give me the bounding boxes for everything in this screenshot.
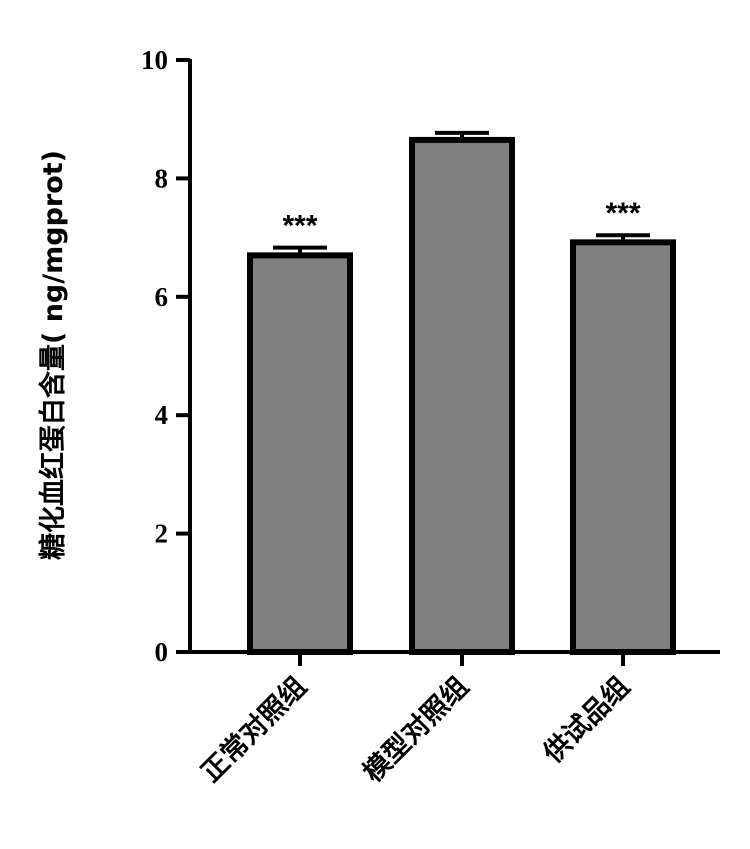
significance-label: *** (605, 197, 640, 230)
x-axis: 正常对照组 模型对照组 供试品组 (188, 650, 720, 788)
y-tick-label: 6 (155, 282, 169, 312)
y-axis: 0 2 4 6 8 10 (141, 45, 192, 667)
y-tick-label: 8 (155, 163, 169, 193)
bars: *** *** (247, 130, 676, 656)
y-tick-label: 0 (155, 637, 169, 667)
x-tick-label: 模型对照组 (357, 670, 475, 788)
significance-label: *** (282, 210, 317, 243)
x-tick-label: 供试品组 (536, 670, 636, 770)
y-tick-label: 2 (155, 519, 169, 549)
bar (409, 136, 515, 656)
y-axis-title: 糖化血红蛋白含量( ng/mgprot) (37, 150, 69, 560)
y-tick-label: 10 (141, 45, 168, 75)
bar (247, 252, 353, 656)
bar (570, 239, 676, 655)
y-tick-label: 4 (155, 400, 169, 430)
x-tick-label: 正常对照组 (195, 670, 313, 788)
